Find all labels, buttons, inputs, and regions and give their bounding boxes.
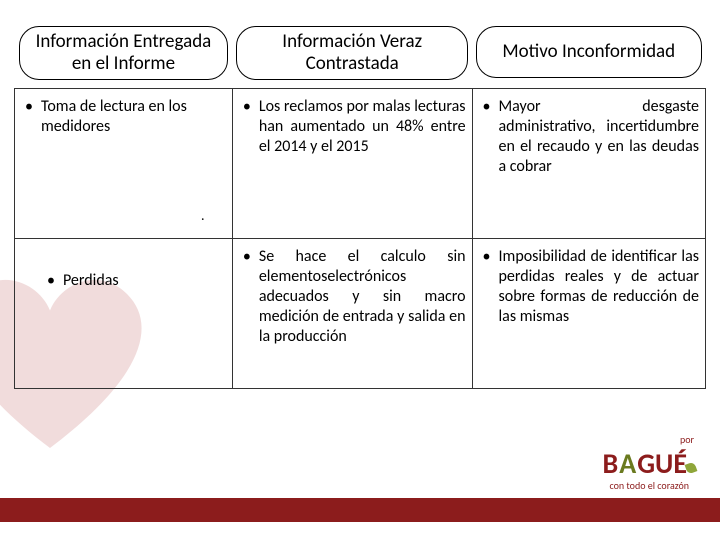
logo-a: A xyxy=(619,446,636,481)
row2-col3: • Imposibilidad de identificar las perdi… xyxy=(472,238,705,388)
comparison-table: Información Entregada en el Informe Info… xyxy=(14,20,706,389)
header-col2: Información Veraz Contrastada xyxy=(232,20,472,88)
logo-slogan: con todo el corazón xyxy=(603,479,696,492)
header-col1: Información Entregada en el Informe xyxy=(15,20,233,88)
bullet-icon: • xyxy=(479,247,491,327)
header-col2-line1: Información Veraz xyxy=(282,30,422,53)
bullet-icon: • xyxy=(239,97,251,157)
bullet-icon: • xyxy=(479,97,491,177)
row2-col2: • Se hace el calculo sin elementoselectr… xyxy=(232,238,472,388)
row1-col2-text: Los reclamos por malas lecturas han aume… xyxy=(259,97,466,157)
header-col3: Motivo Inconformidad xyxy=(472,20,705,88)
logo-b: B xyxy=(603,446,619,481)
row1-col3-text: Mayor desgaste administrativo, incertidu… xyxy=(499,97,700,177)
row2-col1-text: Perdidas xyxy=(63,271,119,291)
logo-por: por xyxy=(603,433,696,446)
footer-bar xyxy=(0,498,720,522)
stray-dot: . xyxy=(21,137,226,225)
row1-col1-text: Toma de lectura en los medidores xyxy=(41,97,226,137)
row2-col3-text: Imposibilidad de identificar las perdida… xyxy=(499,247,700,327)
header-col3-text: Motivo Inconformidad xyxy=(502,40,675,63)
header-col2-line2: Contrastada xyxy=(306,52,399,75)
row1-col1: • Toma de lectura en los medidores . xyxy=(15,88,233,238)
row1-col3: • Mayor desgaste administrativo, incerti… xyxy=(472,88,705,238)
header-col1-line2: en el Informe xyxy=(72,52,175,75)
header-col1-line1: Información Entregada xyxy=(36,30,212,53)
logo-gue: GUÉ xyxy=(637,446,687,481)
row2-col2-text: Se hace el calculo sin elementoselectrón… xyxy=(259,247,466,347)
bullet-icon: • xyxy=(21,97,33,137)
ibague-logo: por B A GUÉ con todo el corazón xyxy=(603,433,696,492)
bullet-icon: • xyxy=(43,271,55,291)
row2-col1: • Perdidas xyxy=(15,238,233,388)
bullet-icon: • xyxy=(239,247,251,347)
row1-col2: • Los reclamos por malas lecturas han au… xyxy=(232,88,472,238)
